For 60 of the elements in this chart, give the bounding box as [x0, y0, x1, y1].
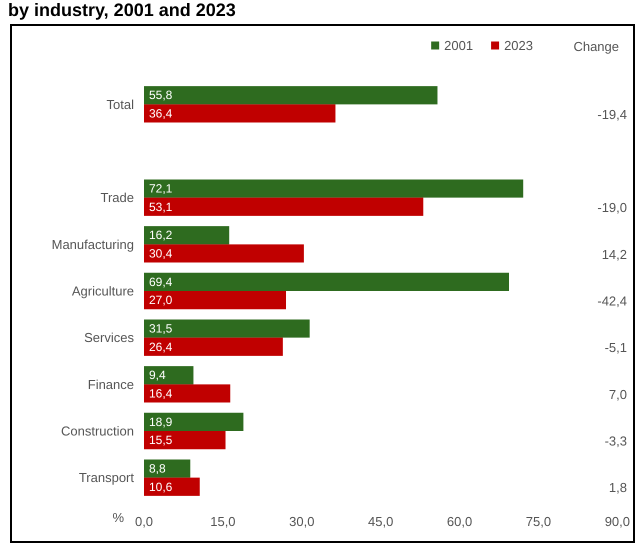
data-label: 18,9	[149, 414, 173, 429]
annotation: -19,0	[597, 200, 627, 216]
data-label: 36,4	[149, 106, 173, 120]
bar	[144, 179, 524, 198]
x-tick-label: 75,0	[526, 514, 552, 529]
x-tick-label: 15,0	[210, 514, 236, 529]
bar	[144, 431, 226, 450]
bar	[144, 459, 190, 478]
y-tick-label: Trade	[100, 190, 134, 206]
bar	[144, 384, 230, 403]
data-label: 53,1	[149, 200, 173, 214]
bar	[144, 272, 510, 291]
bar	[144, 198, 424, 216]
data-label: 9,4	[149, 368, 166, 382]
bar	[144, 226, 230, 244]
data-label: 16,2	[149, 228, 173, 242]
data-label: 55,8	[149, 88, 173, 102]
y-tick-label: Finance	[88, 376, 134, 392]
data-label: 27,0	[149, 293, 173, 308]
x-tick-label: 0,0	[134, 514, 154, 529]
data-label: 31,5	[149, 322, 173, 336]
annotation: 14,2	[602, 246, 627, 262]
annotation: 7,0	[608, 386, 627, 402]
bar	[144, 244, 304, 263]
chart-title: by industry, 2001 and 2023	[8, 0, 236, 21]
y-tick-label: Agriculture	[72, 284, 134, 298]
x-tick-label: 45,0	[368, 514, 394, 529]
data-label: 69,4	[149, 274, 173, 289]
annotation: -5,1	[604, 340, 627, 356]
x-tick-label: 60,0	[446, 514, 472, 529]
bar	[144, 291, 286, 310]
x-tick-label: 90,0	[604, 514, 630, 529]
data-label: 15,5	[149, 433, 173, 448]
text: Change	[573, 39, 620, 54]
data-label: 72,1	[149, 182, 173, 196]
annotation: 1,8	[608, 480, 627, 496]
bar	[144, 366, 194, 384]
y-tick-label: Total	[106, 96, 134, 112]
y-tick-label: Services	[84, 330, 134, 346]
data-label: 16,4	[149, 386, 173, 400]
y-tick-label: Construction	[61, 424, 134, 438]
bar	[144, 478, 200, 496]
bar	[144, 104, 336, 123]
x-axis-title: %	[112, 510, 124, 525]
annotation: -19,4	[597, 106, 627, 122]
legend-label: 2023	[504, 38, 533, 53]
data-label: 8,8	[149, 462, 166, 476]
x-tick-label: 30,0	[289, 514, 314, 529]
data-label: 26,4	[149, 340, 173, 354]
legend-label: 2001	[444, 38, 474, 53]
y-tick-label: Manufacturing	[52, 236, 134, 252]
bar	[144, 412, 244, 431]
data-label: 10,6	[149, 480, 173, 494]
annotation: -42,4	[597, 294, 627, 308]
bar	[144, 338, 283, 356]
data-label: 30,4	[149, 246, 173, 260]
annotation: -3,3	[604, 434, 627, 448]
bar	[144, 319, 310, 338]
bar	[144, 86, 438, 104]
y-tick-label: Transport	[78, 470, 134, 486]
